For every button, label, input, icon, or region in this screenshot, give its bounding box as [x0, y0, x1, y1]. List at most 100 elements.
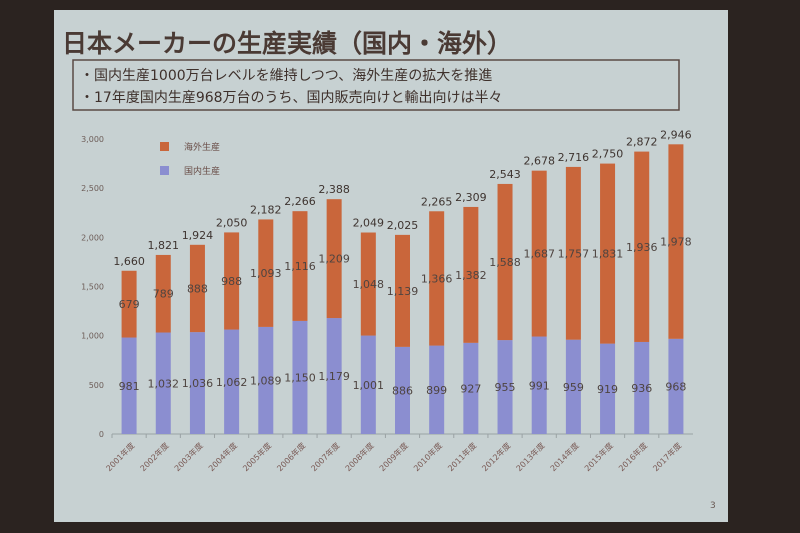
legend-swatch [160, 142, 169, 151]
data-label-domestic: 1,089 [250, 374, 282, 387]
data-label-domestic: 936 [631, 382, 652, 395]
bar-overseas [497, 183, 513, 341]
data-label-domestic: 1,036 [182, 377, 214, 390]
bar-domestic [224, 329, 240, 434]
bar-domestic [497, 340, 513, 434]
bar-domestic [326, 318, 342, 434]
data-label-domestic: 1,062 [216, 376, 248, 389]
data-label-total: 2,266 [284, 195, 316, 208]
data-label-total: 2,182 [250, 203, 282, 216]
y-tick-label: 2,000 [81, 233, 104, 242]
y-tick-label: 0 [99, 430, 104, 439]
slide [54, 10, 728, 522]
data-label-domestic: 991 [529, 379, 550, 392]
bar-domestic [565, 339, 581, 434]
data-label-total: 1,924 [182, 229, 214, 242]
data-label-domestic: 1,032 [148, 377, 180, 390]
y-tick-label: 3,000 [81, 135, 104, 144]
data-label-overseas: 1,687 [523, 248, 555, 261]
data-label-overseas: 888 [187, 282, 208, 295]
bar-domestic [463, 342, 479, 434]
y-tick-label: 500 [89, 381, 104, 390]
bar-overseas [155, 254, 171, 333]
bar-overseas [429, 211, 445, 346]
bar-domestic [531, 336, 547, 434]
bar-overseas [189, 244, 205, 333]
bar-domestic [395, 346, 410, 434]
data-label-domestic: 1,001 [353, 379, 385, 392]
data-label-total: 2,025 [387, 219, 419, 232]
bar-overseas [600, 163, 616, 344]
data-label-total: 2,265 [421, 195, 453, 208]
data-label-overseas: 1,588 [489, 256, 521, 269]
data-label-overseas: 1,093 [250, 267, 282, 280]
data-label-domestic: 919 [597, 383, 618, 396]
data-label-overseas: 1,936 [626, 241, 658, 254]
data-label-overseas: 1,978 [660, 236, 692, 249]
data-label-overseas: 1,366 [421, 272, 453, 285]
data-label-overseas: 1,048 [353, 278, 385, 291]
bullet-2: ・17年度国内生産968万台のうち、国内販売向けと輸出向けは半々 [80, 90, 503, 106]
bar-domestic [634, 341, 650, 434]
data-label-overseas: 1,831 [592, 248, 624, 261]
data-label-total: 2,050 [216, 216, 248, 229]
data-label-domestic: 1,179 [318, 370, 350, 383]
slide-title: 日本メーカーの生産実績（国内・海外） [62, 29, 512, 58]
bar-overseas [634, 151, 650, 342]
bar-domestic [600, 343, 616, 434]
y-tick-label: 2,500 [81, 184, 104, 193]
data-label-domestic: 886 [392, 384, 413, 397]
bar-domestic [668, 338, 684, 434]
bar-overseas [668, 144, 684, 339]
y-tick-label: 1,000 [81, 332, 104, 341]
data-label-overseas: 679 [119, 298, 140, 311]
data-label-overseas: 1,757 [558, 247, 590, 260]
data-label-total: 1,821 [148, 239, 180, 252]
bar-domestic [429, 345, 445, 434]
data-label-total: 2,750 [592, 148, 624, 161]
data-label-overseas: 1,116 [284, 260, 316, 273]
data-label-domestic: 955 [495, 381, 516, 394]
bar-overseas [463, 206, 479, 343]
data-label-domestic: 959 [563, 381, 584, 394]
page-number: 3 [710, 501, 716, 511]
bullet-1: ・国内生産1000万台レベルを維持しつつ、海外生産の拡大を推進 [80, 68, 492, 84]
bar-overseas [224, 232, 240, 330]
bar-overseas [360, 232, 376, 336]
bullet-box [72, 59, 680, 111]
data-label-domestic: 927 [460, 382, 481, 395]
data-label-total: 2,388 [318, 183, 350, 196]
bar-overseas [531, 170, 547, 337]
data-label-total: 2,946 [660, 128, 692, 141]
bar-domestic [258, 326, 274, 434]
bar-domestic [292, 320, 308, 434]
data-label-total: 2,309 [455, 191, 487, 204]
data-label-total: 2,049 [353, 217, 385, 230]
data-label-domestic: 899 [426, 384, 447, 397]
bar-overseas [121, 270, 137, 338]
bar-overseas [326, 199, 342, 319]
data-label-overseas: 1,209 [318, 253, 350, 266]
bar-domestic [155, 332, 171, 434]
legend-label: 国内生産 [184, 165, 220, 177]
data-label-total: 2,872 [626, 136, 658, 149]
data-label-domestic: 968 [665, 380, 686, 393]
data-label-overseas: 1,382 [455, 269, 487, 282]
data-label-total: 2,678 [523, 155, 555, 168]
bar-overseas [395, 234, 410, 347]
data-label-overseas: 988 [221, 275, 242, 288]
data-label-domestic: 1,150 [284, 371, 316, 384]
bar-overseas [292, 211, 308, 321]
bar-domestic [121, 337, 137, 434]
legend-swatch [160, 166, 169, 175]
data-label-overseas: 789 [153, 288, 174, 301]
bar-domestic [360, 335, 376, 434]
bar-domestic [189, 332, 205, 434]
legend-label: 海外生産 [184, 141, 220, 153]
bar-overseas [258, 219, 274, 327]
data-label-total: 2,543 [489, 168, 521, 181]
y-tick-label: 1,500 [81, 283, 104, 292]
bar-overseas [565, 166, 581, 340]
data-label-total: 1,660 [113, 255, 145, 268]
